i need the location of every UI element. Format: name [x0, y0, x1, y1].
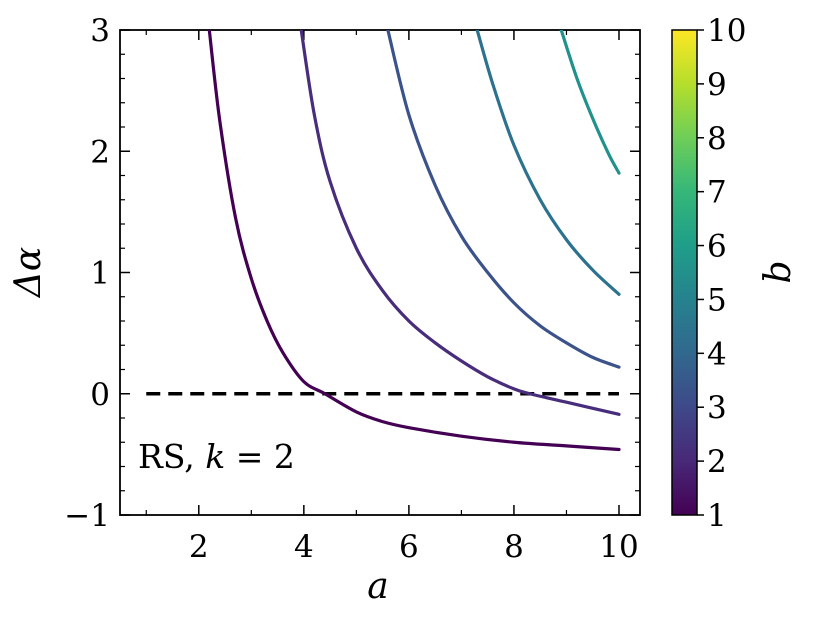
colorbar	[671, 29, 698, 516]
series-line-1	[207, 30, 621, 452]
x-axis-ticks: 2 4 6 8 10	[145, 30, 639, 565]
x-tick-label: 4	[294, 529, 314, 565]
colorbar-tick-label: 8	[707, 121, 727, 157]
y-tick-label: −1	[64, 498, 110, 534]
x-tick-label: 10	[599, 529, 638, 565]
y-tick-label: 0	[90, 377, 110, 413]
x-tick-label: 8	[504, 529, 524, 565]
series-line-3	[386, 30, 621, 369]
x-tick-label: 2	[189, 529, 209, 565]
colorbar-tick-label: 4	[707, 336, 727, 372]
colorbar-tick-label: 7	[707, 175, 727, 211]
series-line-5	[559, 30, 621, 175]
colorbar-tick-label: 9	[707, 67, 727, 103]
colorbar-tick-label: 1	[707, 498, 727, 534]
colorbar-tick-label: 6	[707, 229, 727, 265]
y-tick-label: 1	[90, 256, 110, 292]
colorbar-tick-label: 3	[707, 390, 727, 426]
y-tick-label: 2	[90, 134, 110, 170]
series-line-4	[475, 30, 621, 296]
colorbar-title: b	[758, 260, 799, 283]
colorbar-ticks: 1 2 3 4 5 6 7 8 9 10	[697, 13, 746, 534]
series-line-2	[299, 30, 621, 416]
y-axis-ticks: −1 0 1 2 3	[64, 13, 640, 534]
x-axis-title: a	[367, 566, 388, 607]
colorbar-tick-label: 5	[707, 282, 727, 318]
series-lines	[207, 30, 621, 452]
y-axis-title: Δα	[8, 247, 49, 299]
annotation-label: RS, k = 2	[138, 437, 295, 476]
y-tick-label: 3	[90, 13, 110, 49]
colorbar-tick-label: 10	[707, 13, 746, 49]
colorbar-tick-label: 2	[707, 444, 727, 480]
x-tick-label: 6	[399, 529, 419, 565]
